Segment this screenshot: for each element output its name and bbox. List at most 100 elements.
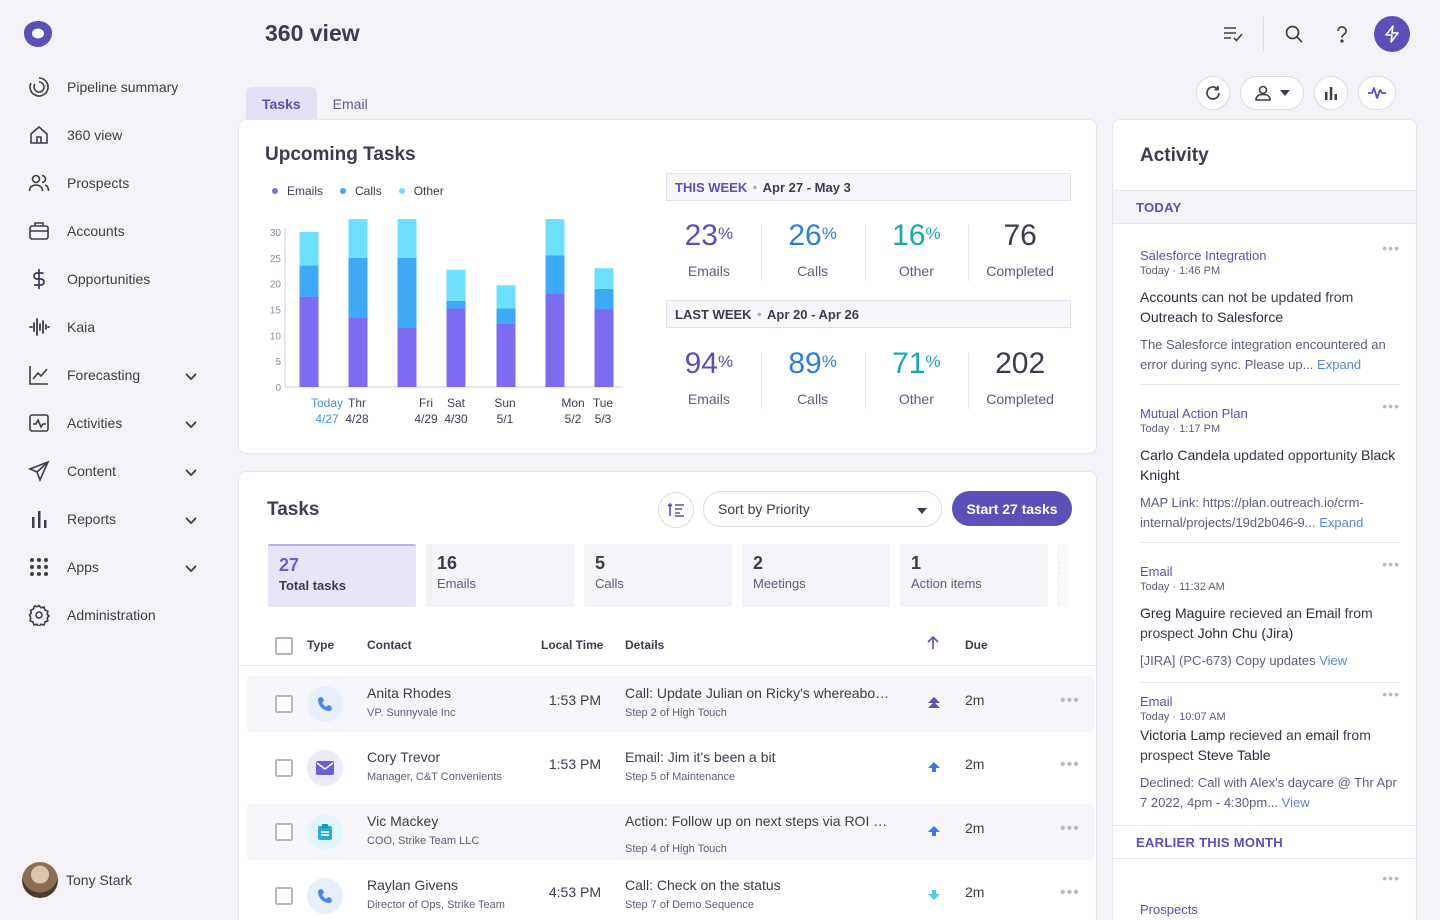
col-contact[interactable]: Contact [367, 638, 412, 652]
view-link[interactable]: View [1319, 653, 1348, 668]
chart-view-button[interactable] [1314, 76, 1348, 110]
more-icon[interactable]: ••• [1060, 692, 1080, 709]
bar-calls[interactable] [594, 288, 614, 310]
row-checkbox[interactable] [275, 759, 293, 777]
bar-emails[interactable] [545, 294, 565, 387]
bar-emails[interactable] [446, 308, 466, 387]
sidebar-item-content[interactable]: Content [0, 447, 220, 495]
more-icon[interactable]: ••• [1060, 884, 1080, 901]
activity-item[interactable]: ••• Email Today · 11:32 AM Greg Maguire … [1140, 556, 1400, 671]
row-checkbox[interactable] [275, 823, 293, 841]
bar-calls[interactable] [348, 257, 368, 318]
bar-calls[interactable] [397, 257, 417, 328]
col-type[interactable]: Type [307, 638, 335, 652]
col-local-time[interactable]: Local Time [541, 638, 604, 652]
bar-other[interactable] [545, 219, 565, 256]
sort-order-button[interactable] [658, 492, 694, 528]
chevron-down-icon[interactable] [185, 512, 197, 530]
sidebar-item-360-view[interactable]: 360 view [0, 111, 220, 159]
more-icon[interactable]: ••• [1060, 756, 1080, 773]
summary-calls[interactable]: 5 Calls [584, 544, 732, 607]
sidebar-item-opportunities[interactable]: Opportunities [0, 255, 220, 303]
bar-emails[interactable] [496, 323, 516, 387]
chevron-down-icon[interactable] [185, 368, 197, 386]
outreach-logo[interactable] [23, 20, 53, 53]
help-icon[interactable] [1324, 16, 1360, 52]
activity-item[interactable]: ••• Email Today · 10:07 AM Victoria Lamp… [1140, 686, 1400, 813]
bar-other[interactable] [446, 269, 466, 301]
bar-other[interactable] [397, 219, 417, 258]
summary-total[interactable]: 27 Total tasks [268, 544, 416, 607]
more-icon[interactable]: ••• [1060, 820, 1080, 837]
tab-email[interactable]: Email [332, 95, 368, 112]
task-detail[interactable]: Call: Check on the status [625, 877, 781, 893]
summary-action-items[interactable]: 1 Action items [900, 544, 1048, 607]
view-link[interactable]: View [1281, 795, 1310, 810]
contact-name[interactable]: Anita Rhodes [367, 685, 452, 701]
col-due[interactable]: Due [965, 638, 988, 652]
bar-other[interactable] [594, 268, 614, 289]
select-all-checkbox[interactable] [275, 637, 293, 655]
tab-tasks[interactable]: Tasks [246, 87, 317, 120]
summary-meetings[interactable]: 2 Meetings [742, 544, 890, 607]
task-list-icon[interactable] [1215, 16, 1251, 52]
table-row[interactable]: Vic Mackey COO, Strike Team LLC Action: … [247, 804, 1094, 860]
sidebar-item-reports[interactable]: Reports [0, 495, 220, 543]
col-details[interactable]: Details [625, 638, 665, 652]
activity-source[interactable]: Email [1140, 694, 1173, 709]
bar-other[interactable] [348, 219, 368, 258]
sidebar-item-kaia[interactable]: Kaia [0, 303, 220, 351]
refresh-button[interactable] [1196, 76, 1230, 110]
activity-item[interactable]: ••• Salesforce Integration Today · 1:46 … [1140, 240, 1400, 375]
sidebar-item-prospects[interactable]: Prospects [0, 159, 220, 207]
chevron-down-icon[interactable] [185, 416, 197, 434]
bar-calls[interactable] [496, 308, 516, 324]
bar-emails[interactable] [594, 309, 614, 388]
arrow-up-icon[interactable] [927, 635, 939, 653]
chevron-down-icon[interactable] [185, 464, 197, 482]
table-row[interactable]: Cory Trevor Manager, C&T Convenients 1:5… [247, 740, 1094, 796]
sidebar-item-accounts[interactable]: Accounts [0, 207, 220, 255]
task-detail[interactable]: Call: Update Julian on Ricky's whereabou… [625, 685, 893, 701]
task-detail[interactable]: Action: Follow up on next steps via ROI … [625, 813, 893, 829]
more-icon[interactable]: ••• [1382, 398, 1400, 414]
more-icon[interactable]: ••• [1382, 686, 1400, 702]
start-tasks-button[interactable]: Start 27 tasks [952, 491, 1072, 526]
more-icon[interactable]: ••• [1382, 556, 1400, 572]
bar-emails[interactable] [348, 317, 368, 387]
pulse-button[interactable] [1358, 76, 1396, 110]
chevron-down-icon[interactable] [185, 560, 197, 578]
contact-name[interactable]: Cory Trevor [367, 749, 441, 765]
expand-link[interactable]: Expand [1319, 515, 1364, 530]
contact-name[interactable]: Vic Mackey [367, 813, 439, 829]
avatar[interactable] [22, 862, 58, 898]
bar-other[interactable] [299, 232, 319, 266]
sidebar-item-forecasting[interactable]: Forecasting [0, 351, 220, 399]
bar-calls[interactable] [299, 265, 319, 297]
sidebar-item-administration[interactable]: Administration [0, 591, 220, 639]
activity-source[interactable]: Prospects [1140, 902, 1198, 917]
user-profile[interactable]: Tony Stark [22, 862, 132, 898]
table-row[interactable]: Raylan Givens Director of Ops, Strike Te… [247, 868, 1094, 920]
bar-calls[interactable] [545, 255, 565, 294]
more-icon[interactable]: ••• [1382, 870, 1400, 886]
sidebar-item-activities[interactable]: Activities [0, 399, 220, 447]
bar-calls[interactable] [446, 300, 466, 309]
activity-source[interactable]: Salesforce Integration [1140, 248, 1267, 263]
bar-emails[interactable] [299, 296, 319, 387]
sidebar-item-apps[interactable]: Apps [0, 543, 220, 591]
expand-link[interactable]: Expand [1317, 357, 1362, 372]
activity-item[interactable]: ••• Mutual Action Plan Today · 1:17 PM C… [1140, 398, 1400, 533]
activity-source[interactable]: Mutual Action Plan [1140, 406, 1248, 421]
bolt-icon[interactable] [1374, 16, 1410, 52]
table-row[interactable]: Anita Rhodes VP. Sunnyvale Inc 1:53 PM C… [247, 676, 1094, 732]
activity-source[interactable]: Email [1140, 564, 1173, 579]
bar-emails[interactable] [397, 327, 417, 387]
row-checkbox[interactable] [275, 695, 293, 713]
more-icon[interactable]: ••• [1382, 240, 1400, 256]
row-checkbox[interactable] [275, 887, 293, 905]
summary-emails[interactable]: 16 Emails [426, 544, 574, 607]
sidebar-item-pipeline-summary[interactable]: Pipeline summary [0, 63, 220, 111]
contact-name[interactable]: Raylan Givens [367, 877, 459, 893]
activity-item[interactable]: ••• Prospects [1140, 870, 1400, 917]
